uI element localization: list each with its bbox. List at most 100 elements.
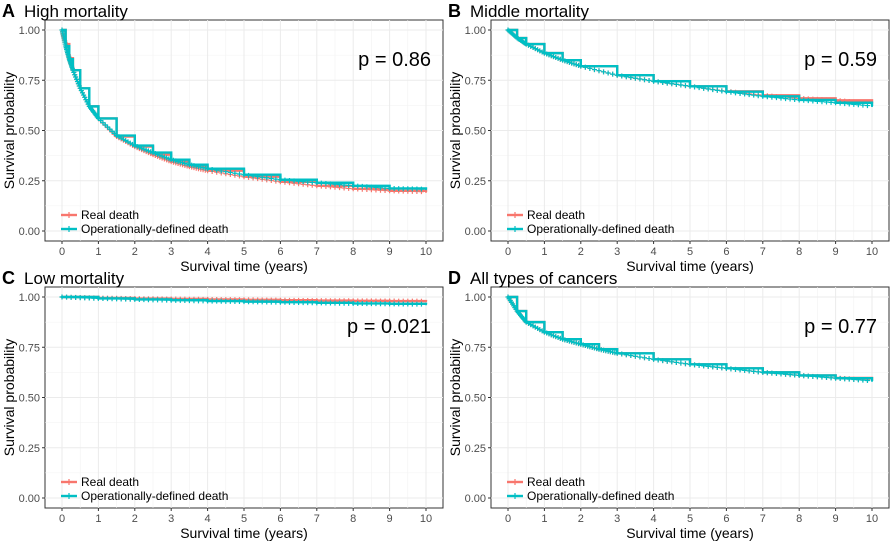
legend-entry-operational-death: Operationally-defined death xyxy=(81,222,228,236)
panel-d: 0 1 2 3 4 5 6 7 8 9 10 0.00 0.25 0.50 0.75 1.00 p = 0.77… xyxy=(447,268,890,541)
x-tick-label: 6 xyxy=(277,513,283,525)
y-tick-label: 1.00 xyxy=(465,25,486,37)
x-tick-label: 1 xyxy=(95,246,101,258)
data-point xyxy=(725,90,728,93)
x-tick-label: 9 xyxy=(833,513,839,525)
x-tick-label: 2 xyxy=(132,246,138,258)
x-tick-label: 4 xyxy=(205,513,211,525)
data-point xyxy=(242,300,246,303)
legend-key-mark xyxy=(66,226,72,232)
legend-key-mark xyxy=(512,226,518,232)
y-axis-title: Survival probability xyxy=(447,72,463,190)
x-tick-label: 4 xyxy=(205,246,211,258)
panel-letter: A xyxy=(2,1,15,21)
panel-title: All types of cancers xyxy=(470,269,617,288)
data-point xyxy=(315,301,318,304)
x-tick-label: 9 xyxy=(833,246,839,258)
data-point xyxy=(506,28,510,32)
data-point xyxy=(242,173,246,176)
y-axis-title: Survival probability xyxy=(1,72,17,190)
y-tick-label: 0.25 xyxy=(19,443,40,455)
legend-entry-operational-death: Operationally-defined death xyxy=(527,222,674,236)
x-tick-label: 4 xyxy=(651,246,657,258)
data-point xyxy=(60,295,64,299)
legend-key-mark xyxy=(66,479,72,485)
legend-entry-operational-death: Operationally-defined death xyxy=(527,489,674,503)
y-axis: 0.00 0.25 0.50 0.75 1.00 xyxy=(19,25,443,238)
x-tick-label: 0 xyxy=(59,246,65,258)
y-tick-label: 0.00 xyxy=(465,493,486,505)
x-tick-label: 7 xyxy=(760,246,766,258)
data-point xyxy=(579,343,582,346)
panel-letter: C xyxy=(2,268,15,288)
data-point xyxy=(279,178,282,181)
legend-key-mark xyxy=(512,212,518,218)
data-point xyxy=(88,105,91,108)
y-tick-label: 1.00 xyxy=(19,292,40,304)
x-tick-label: 4 xyxy=(651,513,657,525)
data-point xyxy=(652,358,655,361)
data-point xyxy=(561,338,564,341)
data-point xyxy=(97,297,100,300)
y-tick-label: 0.50 xyxy=(465,393,486,405)
y-axis-title: Survival probability xyxy=(1,339,17,457)
x-tick-label: 7 xyxy=(314,246,320,258)
data-point xyxy=(170,299,173,302)
data-point xyxy=(151,151,155,154)
x-tick-label: 5 xyxy=(687,513,693,525)
data-point xyxy=(133,144,136,147)
x-tick-label: 3 xyxy=(168,246,174,258)
panel-c: 0 1 2 3 4 5 6 7 8 9 10 0.00 0.25 0.50 0.75 1.00 p = 0.02… xyxy=(1,268,444,541)
data-point xyxy=(352,302,355,305)
x-tick-label: 8 xyxy=(350,513,356,525)
data-point xyxy=(64,44,67,48)
y-tick-label: 0.75 xyxy=(19,75,40,87)
x-tick-label: 2 xyxy=(578,513,584,525)
x-tick-label: 3 xyxy=(614,246,620,258)
panel-a: 0 1 2 3 4 5 6 7 8 9 10 0.00 0.25 0.50 0.75 1.00 p = 0.86… xyxy=(1,1,444,274)
legend-key-mark xyxy=(66,493,72,499)
data-point xyxy=(279,301,282,304)
x-tick-label: 2 xyxy=(578,246,584,258)
panel-letter: B xyxy=(448,1,461,21)
data-point xyxy=(71,69,75,72)
panel-title: Low mortality xyxy=(24,269,125,288)
data-point xyxy=(424,190,428,193)
y-axis-title: Survival probability xyxy=(447,339,463,457)
y-tick-label: 0.50 xyxy=(19,126,40,138)
x-tick-label: 10 xyxy=(866,513,878,525)
x-tick-label: 3 xyxy=(168,513,174,525)
data-point xyxy=(68,58,71,61)
data-point xyxy=(688,85,692,88)
data-point xyxy=(543,331,546,334)
x-tick-label: 6 xyxy=(723,246,729,258)
x-tick-label: 8 xyxy=(796,246,802,258)
data-point xyxy=(79,87,82,90)
y-tick-label: 0.00 xyxy=(19,226,40,238)
x-tick-label: 0 xyxy=(59,513,65,525)
data-point xyxy=(506,295,510,299)
data-point xyxy=(525,321,528,324)
y-tick-label: 1.00 xyxy=(465,292,486,304)
data-point xyxy=(798,98,801,102)
series-operational-death xyxy=(59,27,428,192)
legend-entry-operational-death: Operationally-defined death xyxy=(81,489,228,503)
x-tick-label: 10 xyxy=(420,246,432,258)
data-point xyxy=(870,379,874,382)
y-axis: 0.00 0.25 0.50 0.75 1.00 xyxy=(465,25,889,238)
series-operational-death xyxy=(505,294,874,383)
y-tick-label: 0.75 xyxy=(465,342,486,354)
y-tick-label: 0.25 xyxy=(19,176,40,188)
x-axis-title: Survival time (years) xyxy=(626,525,754,541)
y-tick-label: 0.75 xyxy=(19,342,40,354)
data-point xyxy=(170,158,173,161)
data-point xyxy=(761,95,764,98)
data-point xyxy=(798,374,801,377)
x-tick-label: 0 xyxy=(505,513,511,525)
x-tick-label: 6 xyxy=(723,513,729,525)
y-tick-label: 0.00 xyxy=(465,226,486,238)
panel-title: High mortality xyxy=(24,2,128,21)
p-value-annotation: p = 0.86 xyxy=(358,49,431,71)
